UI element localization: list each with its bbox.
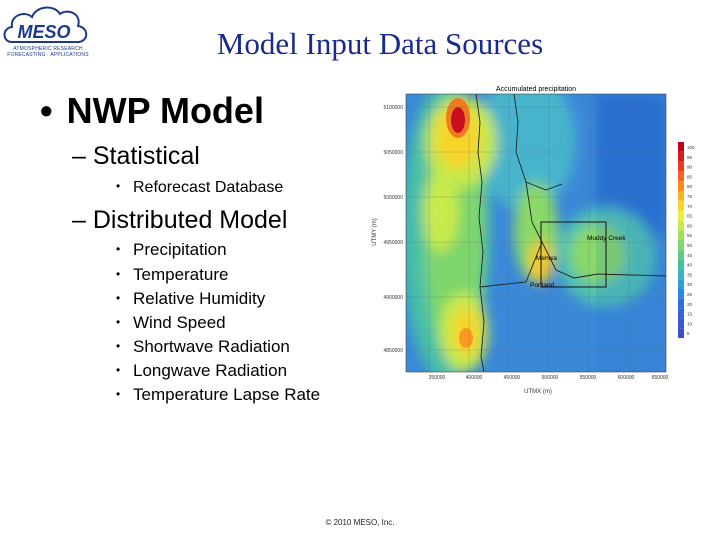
bullet-nwp-model: • NWP Model — [40, 90, 264, 131]
sub-bullet-distributed-model: – Distributed Model — [72, 206, 288, 234]
svg-text:450000: 450000 — [504, 375, 521, 381]
sub-bullet-statistical: – Statistical — [72, 142, 200, 170]
colorbar-swatch — [678, 171, 684, 182]
svg-text:4900000: 4900000 — [384, 295, 404, 301]
colorbar-label: 90 — [687, 165, 693, 170]
svg-text:4950000: 4950000 — [384, 240, 404, 246]
colorbar: 100 95 90 85 80 75 70 65 60 55 50 45 40 35 30 25 20 15 10 5 — [678, 142, 695, 338]
logo-tagline: ATMOSPHERIC RESEARCH FORECASTING · APPLI… — [7, 46, 89, 58]
colorbar-label: 60 — [687, 223, 693, 228]
colorbar-swatch — [678, 249, 684, 260]
colorbar-swatch — [678, 151, 684, 162]
list-item: • Reforecast Database — [116, 179, 284, 196]
list-item: • Wind Speed — [116, 313, 226, 332]
svg-text:650000: 650000 — [652, 375, 669, 381]
svg-text:5000000: 5000000 — [384, 195, 404, 201]
precipitation-map: Accumulated precipitation — [372, 86, 695, 395]
colorbar-swatch — [678, 191, 684, 201]
colorbar-swatch — [678, 298, 684, 309]
study-area-box — [540, 221, 607, 288]
x-axis-label: UTMX (m) — [524, 389, 552, 395]
colorbar-swatch — [678, 181, 684, 191]
map-label: Portland — [530, 282, 555, 289]
svg-text:400000: 400000 — [466, 375, 483, 381]
list-item: • Longwave Radiation — [116, 361, 288, 380]
colorbar-swatch — [678, 318, 684, 329]
colorbar-label: 65 — [687, 214, 693, 219]
colorbar-swatch — [678, 279, 684, 289]
colorbar-label: 35 — [687, 272, 693, 277]
cloud-logo-icon: MESO — [3, 6, 88, 43]
colorbar-label: 45 — [687, 253, 693, 258]
list-item: • Relative Humidity — [116, 289, 266, 308]
map-label: Mehwa — [536, 255, 557, 262]
colorbar-swatch — [678, 210, 684, 221]
colorbar-swatch — [678, 259, 684, 270]
svg-text:550000: 550000 — [580, 375, 597, 381]
map-gridlines — [406, 94, 666, 372]
colorbar-label: 55 — [687, 233, 693, 238]
colorbar-swatch — [678, 269, 684, 280]
colorbar-swatch — [678, 328, 684, 338]
colorbar-swatch — [678, 308, 684, 319]
colorbar-swatch — [678, 161, 684, 172]
coastline-boundaries — [475, 94, 666, 372]
list-item: • Temperature — [116, 265, 229, 284]
logo-wordmark: MESO — [17, 22, 70, 42]
copyright-footer: © 2010 MESO, Inc. — [325, 518, 395, 527]
svg-text:500000: 500000 — [542, 375, 559, 381]
colorbar-label: 10 — [687, 321, 693, 326]
colorbar-label: 50 — [687, 243, 693, 248]
svg-text:5100000: 5100000 — [384, 105, 404, 111]
svg-text:600000: 600000 — [618, 375, 635, 381]
list-item: • Precipitation — [116, 240, 227, 259]
svg-text:4850000: 4850000 — [384, 348, 404, 354]
colorbar-swatch — [678, 200, 684, 211]
colorbar-swatch — [678, 230, 684, 240]
colorbar-label: 15 — [687, 312, 693, 317]
svg-text:350000: 350000 — [429, 375, 446, 381]
y-axis-label: UTMY (m) — [372, 218, 378, 246]
list-item: • Temperature Lapse Rate — [116, 385, 321, 404]
colorbar-label: 70 — [687, 204, 693, 209]
map-label: Muddy Creek — [587, 235, 626, 242]
colorbar-label: 75 — [687, 194, 693, 199]
meso-logo: MESO ATMOSPHERIC RESEARCH FORECASTING · … — [2, 2, 90, 64]
colorbar-label: 100 — [687, 145, 695, 150]
colorbar-label: 5 — [687, 331, 690, 336]
colorbar-label: 80 — [687, 184, 693, 189]
colorbar-swatch — [678, 142, 684, 152]
slide-title: Model Input Data Sources — [216, 26, 544, 61]
colorbar-swatch — [678, 240, 684, 250]
colorbar-swatch — [678, 220, 684, 231]
list-item: • Shortwave Radiation — [116, 337, 290, 356]
precip-field: Muddy Creek Mehwa Portland — [406, 94, 666, 372]
colorbar-label: 30 — [687, 282, 693, 287]
colorbar-label: 20 — [687, 302, 693, 307]
colorbar-label: 85 — [687, 174, 693, 179]
map-title: Accumulated precipitation — [496, 86, 576, 93]
y-tick-labels: 5100000 5050000 5000000 4950000 4900000 … — [384, 105, 404, 354]
colorbar-label: 95 — [687, 155, 693, 160]
colorbar-swatch — [678, 289, 684, 299]
x-tick-labels: 350000 400000 450000 500000 550000 60000… — [429, 375, 669, 381]
colorbar-label: 25 — [687, 292, 693, 297]
svg-text:5050000: 5050000 — [384, 150, 404, 156]
colorbar-label: 40 — [687, 263, 693, 268]
